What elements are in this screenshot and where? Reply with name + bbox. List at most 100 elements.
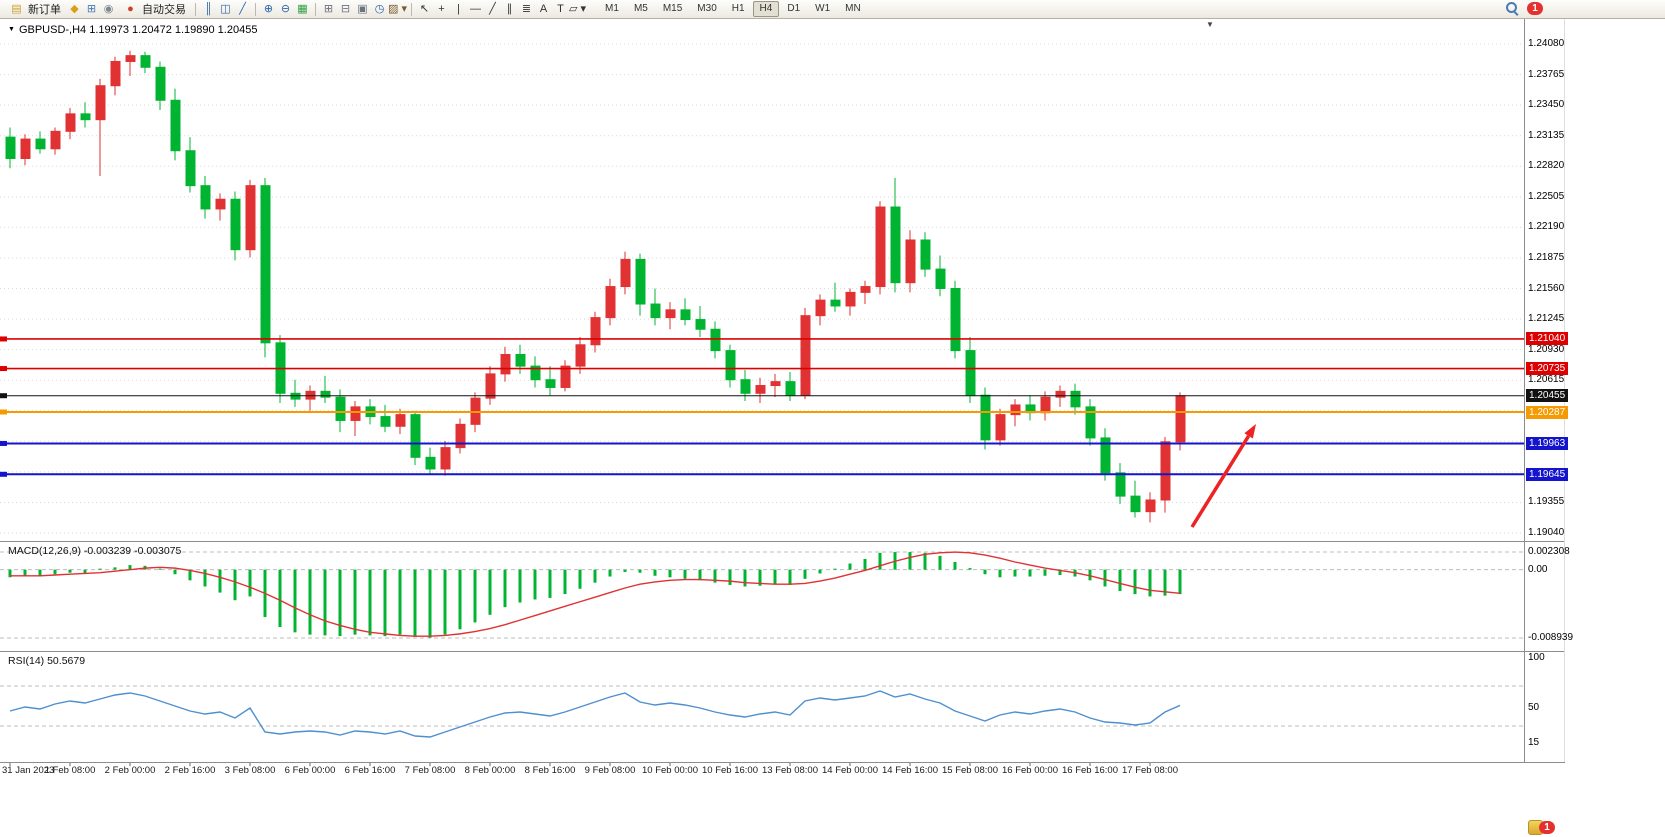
date-label: 17 Feb 08:00 xyxy=(1122,765,1178,776)
symbol-ohlc-text: GBPUSD-,H4 1.19973 1.20472 1.19890 1.204… xyxy=(18,24,258,36)
tile-windows-icon[interactable]: ⊞ xyxy=(323,2,334,15)
toolbar-separator xyxy=(315,2,316,16)
candle-body xyxy=(125,55,136,62)
strategy-tester-icon[interactable]: ▦ xyxy=(297,2,308,15)
candle-body xyxy=(560,365,571,388)
shapes-icon[interactable]: ▱ ▾ xyxy=(568,2,587,15)
candle-body xyxy=(1115,472,1126,497)
candle-body xyxy=(995,414,1006,441)
line-chart-type-icon[interactable]: ╱ xyxy=(239,2,246,15)
macd-panel-divider[interactable] xyxy=(0,541,1565,542)
price-tag: 1.19645 xyxy=(1526,467,1569,481)
timeframe-m5-button[interactable]: M5 xyxy=(633,3,648,14)
zoom-in-icon[interactable]: ⊕ xyxy=(263,2,274,15)
price-axis-label: 1.23765 xyxy=(1528,68,1565,80)
candle-body xyxy=(140,55,151,68)
candle-body xyxy=(890,206,901,284)
market-watch-icon[interactable]: ◉ xyxy=(103,2,114,15)
candle-body xyxy=(350,406,361,421)
candle-body xyxy=(725,350,736,381)
candle-body xyxy=(500,353,511,375)
candlestick-type-icon[interactable]: ◫ xyxy=(220,2,231,15)
date-label: 31 Jan 2023 xyxy=(2,765,55,776)
bar-chart-type-icon[interactable]: ║ xyxy=(204,2,213,15)
candle-body xyxy=(950,288,961,352)
template-icon[interactable]: ▨ ▾ xyxy=(388,2,407,15)
time-scale[interactable]: 31 Jan 2023 1 Feb 08:00 2 Feb 00:00 2 Feb 1… xyxy=(0,765,1565,780)
price-axis-label: 1.24080 xyxy=(1528,38,1565,49)
candle-body xyxy=(470,397,481,425)
candle-body xyxy=(215,198,226,210)
candle-body xyxy=(935,268,946,290)
timeframe-m1-button[interactable]: M1 xyxy=(605,3,619,14)
rsi-panel-divider[interactable] xyxy=(0,651,1565,652)
cascade-windows-icon[interactable]: ⊟ xyxy=(340,2,351,15)
charts-grid-icon[interactable]: ⊞ xyxy=(86,2,97,15)
candle-body xyxy=(170,99,181,152)
new-order-button[interactable]: ▤ 新订单 xyxy=(3,1,66,18)
zoom-out-icon[interactable]: ⊖ xyxy=(280,2,291,15)
candle-body xyxy=(620,258,631,288)
cursor-icon[interactable]: ↖ xyxy=(419,2,430,15)
trend-arrow[interactable] xyxy=(1190,424,1256,528)
price-tag: 1.21040 xyxy=(1526,332,1569,346)
price-axis-label: 1.23450 xyxy=(1528,99,1565,111)
date-label: 8 Feb 00:00 xyxy=(464,765,516,776)
price-gridlines xyxy=(0,43,1524,534)
timeframe-h1-button[interactable]: H1 xyxy=(731,3,745,14)
vertical-line-icon[interactable]: | xyxy=(457,2,460,15)
timeframe-m30-button[interactable]: M30 xyxy=(697,3,717,14)
auto-trading-icon: ● xyxy=(127,2,134,15)
candle-body xyxy=(290,392,301,400)
date-label: 16 Feb 16:00 xyxy=(1062,765,1118,776)
timeframe-mn-button[interactable]: MN xyxy=(845,3,861,14)
label-icon[interactable]: T xyxy=(557,2,564,15)
candle-body xyxy=(230,198,241,251)
price-scale[interactable]: 1.24080 1.23765 1.23450 1.23135 1.22820 1.225… xyxy=(1526,0,1665,837)
candle-body xyxy=(845,291,856,307)
clock-icon[interactable]: ◷ xyxy=(374,2,385,15)
candle-body xyxy=(80,113,91,121)
accounts-icon[interactable]: ◆ xyxy=(70,2,79,15)
candle-body xyxy=(1160,441,1171,501)
price-tag: 1.19963 xyxy=(1526,436,1569,450)
channel-icon[interactable]: ∥ xyxy=(506,2,513,15)
candle-body xyxy=(260,185,271,344)
date-label: 3 Feb 08:00 xyxy=(224,765,276,776)
chart-shift-marker[interactable]: ▼ xyxy=(1206,20,1214,29)
date-label: 15 Feb 08:00 xyxy=(942,765,998,776)
candle-body xyxy=(905,239,916,284)
timeframe-d1-button[interactable]: D1 xyxy=(787,3,801,14)
timeframe-m15-button[interactable]: M15 xyxy=(662,3,683,14)
fibonacci-icon[interactable]: ≣ xyxy=(521,2,532,15)
candle-body xyxy=(815,299,826,317)
candle-body xyxy=(965,350,976,396)
new-order-label: 新订单 xyxy=(28,4,61,16)
bottom-notification[interactable]: 1 xyxy=(1528,820,1555,835)
candle-body xyxy=(515,353,526,367)
trendline-icon[interactable]: ╱ xyxy=(489,2,496,15)
rsi-axis-label: 15 xyxy=(1528,737,1540,748)
text-icon[interactable]: A xyxy=(539,2,548,15)
search-icon[interactable] xyxy=(1506,2,1519,15)
timeframe-h4-button[interactable]: H4 xyxy=(752,1,780,17)
toolbar-separator xyxy=(410,2,412,16)
candle-body xyxy=(335,396,346,421)
candle-body xyxy=(545,379,556,388)
hline-left-marker xyxy=(0,471,7,477)
macd-histogram xyxy=(8,552,1182,638)
horizontal-line-icon[interactable]: — xyxy=(469,2,481,15)
notification-badge[interactable]: 1 xyxy=(1527,2,1543,15)
macd-axis-label: -0.008939 xyxy=(1528,632,1574,643)
auto-trading-button[interactable]: ● 自动交易 xyxy=(117,1,191,18)
rsi-line xyxy=(9,690,1181,738)
candle-body xyxy=(980,394,991,441)
new-chart-window-icon[interactable]: ▣ xyxy=(357,2,368,15)
candle-body xyxy=(605,286,616,319)
candle-body xyxy=(95,85,106,121)
macd-signal-line xyxy=(10,551,1181,637)
timeframe-w1-button[interactable]: W1 xyxy=(815,3,831,14)
crosshair-icon[interactable]: + xyxy=(438,2,445,15)
